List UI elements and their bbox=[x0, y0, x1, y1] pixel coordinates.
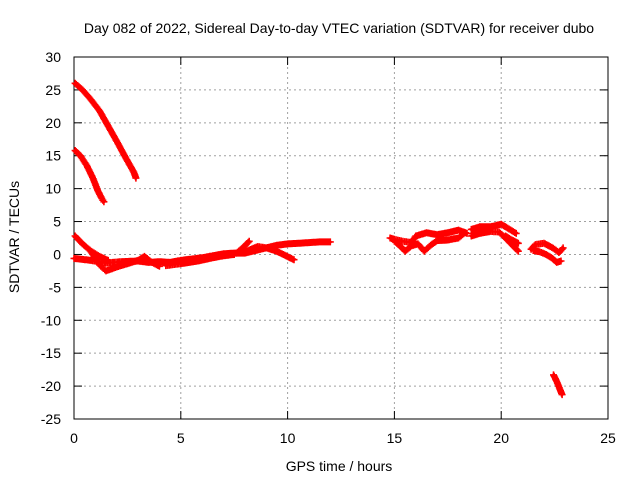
series-track-h bbox=[241, 243, 298, 264]
track-g-markers bbox=[232, 237, 253, 257]
y-tick-label--15: -15 bbox=[41, 345, 61, 361]
y-axis-label: SDTVAR / TECUs bbox=[6, 181, 22, 293]
x-axis-label: GPS time / hours bbox=[286, 458, 393, 474]
series-track-j bbox=[390, 229, 469, 255]
track-b-markers bbox=[71, 147, 108, 206]
series-track-f bbox=[162, 251, 238, 270]
x-axis-ticks: 0 5 10 15 20 25 bbox=[70, 57, 616, 446]
data-series bbox=[70, 79, 567, 399]
track-e-markers bbox=[87, 248, 163, 275]
y-tick-label-10: 10 bbox=[45, 181, 61, 197]
series-track-o bbox=[529, 247, 565, 266]
y-tick-label--10: -10 bbox=[41, 312, 61, 328]
y-tick-label--20: -20 bbox=[41, 378, 61, 394]
series-track-a bbox=[71, 79, 140, 182]
series-track-m bbox=[502, 232, 522, 247]
track-f-markers bbox=[162, 251, 238, 270]
x-tick-label-15: 15 bbox=[387, 430, 403, 446]
track-h-markers bbox=[241, 243, 298, 264]
y-tick-label-25: 25 bbox=[45, 82, 61, 98]
series-track-p bbox=[550, 371, 566, 399]
track-j-markers bbox=[390, 229, 469, 255]
y-tick-label-15: 15 bbox=[45, 148, 61, 164]
track-a-markers bbox=[71, 79, 140, 182]
y-tick-label-0: 0 bbox=[53, 246, 61, 262]
series-track-n bbox=[527, 239, 567, 256]
y-tick-label--25: -25 bbox=[41, 411, 61, 427]
track-m-markers bbox=[502, 232, 522, 247]
x-tick-label-5: 5 bbox=[177, 430, 185, 446]
y-tick-label--5: -5 bbox=[49, 279, 62, 295]
track-p-markers bbox=[550, 371, 566, 399]
track-k-markers bbox=[467, 220, 520, 237]
chart-title: Day 082 of 2022, Sidereal Day-to-day VTE… bbox=[84, 20, 594, 36]
y-tick-label-5: 5 bbox=[53, 214, 61, 230]
y-tick-label-30: 30 bbox=[45, 49, 61, 65]
series-track-b bbox=[71, 147, 108, 206]
x-tick-label-25: 25 bbox=[600, 430, 616, 446]
grid-lines bbox=[74, 57, 608, 419]
y-axis-ticks: -25 -20 -15 -10 -5 0 5 10 15 20 25 30 bbox=[41, 49, 608, 427]
y-tick-label-20: 20 bbox=[45, 115, 61, 131]
x-tick-label-20: 20 bbox=[493, 430, 509, 446]
series-track-e bbox=[87, 248, 163, 275]
x-tick-label-10: 10 bbox=[280, 430, 296, 446]
x-tick-label-0: 0 bbox=[70, 430, 78, 446]
track-o-markers bbox=[529, 247, 565, 266]
series-track-k bbox=[467, 220, 520, 237]
series-track-g bbox=[232, 237, 253, 257]
track-n-markers bbox=[527, 239, 567, 256]
